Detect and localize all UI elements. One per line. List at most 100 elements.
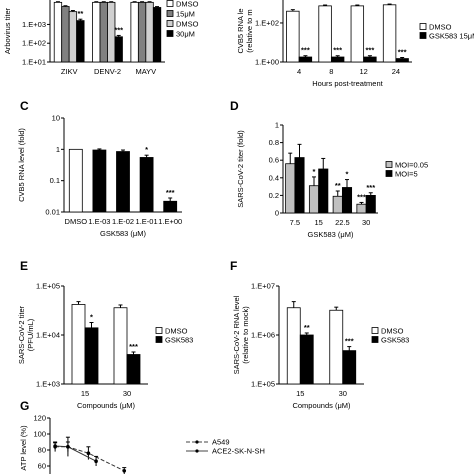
panel-d-bar [318, 168, 329, 214]
panel-d-legend-label: MOI=5 [395, 170, 418, 179]
panel-d-legend-label: MOI=0.05 [395, 161, 428, 170]
panel-a-bar [114, 36, 123, 63]
panel-e-x-tick-label: 15 [81, 389, 89, 398]
panel-a-bar [130, 1, 139, 63]
panel-f-y-label: SARS-CoV-2 RNA level [232, 295, 241, 374]
panel-b-bar [330, 56, 345, 63]
panel-a-y-tick-label: 1.E+01 [22, 58, 46, 67]
panel-c-y-tick-label: 1 [56, 145, 60, 154]
panel-d-y-tick-label: 0.6 [269, 156, 279, 165]
panel-f-legend-swatch [371, 327, 379, 334]
panel-b-legend-swatch [419, 23, 427, 30]
panel-a-significance-mark: ** [77, 9, 83, 18]
panel-a-x-tick-label: MAYV [135, 67, 156, 76]
panel-e-x-tick-label: 30 [123, 389, 131, 398]
panel-b-y-label-line2: (relative to m [245, 9, 254, 52]
panel-c-y-tick-label: 0.1 [50, 176, 60, 185]
panel-b-bar [286, 10, 300, 63]
panel-d-significance-mark: ** [335, 181, 341, 190]
panel-g-y-tick-label: 80 [38, 446, 46, 455]
panel-e-y-tick-label: 1.E+05 [36, 282, 60, 291]
panel-b-bar [298, 56, 313, 63]
panel-e-bar [71, 304, 86, 385]
panel-e-bar [113, 307, 128, 385]
panel-c-x-tick-label: 1.E-03 [88, 217, 110, 226]
panel-f-x-tick-label: 30 [339, 389, 347, 398]
panel-b-significance-mark: *** [333, 46, 342, 55]
panel-c-bar [163, 200, 178, 213]
panel-d-significance-mark: *** [357, 192, 366, 201]
panel-f-x-tick-label: 15 [296, 389, 304, 398]
panel-a-y-label: Arbovirus titer [3, 7, 12, 54]
panel-g-y-tick-label: 60 [38, 462, 46, 471]
panel-f-bar [329, 309, 344, 385]
panel-e-legend-swatch [155, 327, 163, 334]
panel-e-legend-label: GSK583 [165, 336, 193, 345]
panel-b-bar [395, 58, 409, 63]
panel-f-bar [286, 307, 301, 385]
panel-a-legend-label: 30μM [176, 30, 195, 39]
panel-a-bar [68, 11, 78, 63]
panel-e-significance-mark: * [90, 312, 93, 321]
panel-a-bar [99, 1, 108, 63]
panel-d-significance-mark: * [346, 170, 349, 179]
panel-g-legend-label: ACE2-SK-N-SH [212, 447, 265, 456]
panel-e-label: E [20, 259, 28, 273]
panel-d-y-tick-label: 0.8 [269, 138, 279, 147]
panel-c-bar [139, 157, 154, 213]
panel-a-bar [76, 20, 85, 63]
panel-a-x-tick-label: DENV-2 [94, 67, 121, 76]
panel-b-legend-swatch [419, 32, 427, 39]
panel-f-y-tick-label: 1.E+05 [251, 380, 275, 389]
panel-c-y-label: CVB5 RNA level (fold) [17, 128, 26, 202]
panel-a-bar [145, 1, 154, 63]
panel-c-x-tick-label: 1.E-02 [112, 217, 134, 226]
panel-e-bar [126, 354, 141, 385]
panel-d-y-tick-label: 0.2 [269, 191, 279, 200]
panel-c-bar [116, 151, 130, 213]
panel-b-x-label: Hours post-treatment [312, 79, 383, 88]
panel-e-legend-label: DMSO [165, 327, 188, 336]
panel-b-y-label: CVB5 RNA le [236, 8, 245, 53]
panel-g-legend-marker [195, 449, 199, 453]
panel-c-y-tick-label: 10 [52, 114, 60, 123]
panel-b-legend-label: DMSO [429, 23, 452, 32]
panel-d-bar [308, 185, 320, 214]
panel-f-bar [342, 350, 357, 385]
panel-d-bar [365, 194, 376, 214]
panel-a-legend-swatch [166, 10, 174, 17]
panel-a-legend-label: 15μM [176, 10, 195, 19]
panel-f-significance-mark: ** [304, 323, 310, 332]
panel-d-y-tick-label: 0.4 [269, 173, 279, 182]
panel-e-significance-mark: *** [129, 342, 138, 351]
panel-a-legend-swatch [166, 0, 174, 7]
panel-e-y-tick-label: 1.E+03 [36, 380, 60, 389]
panel-f-label: F [230, 259, 237, 273]
panel-c-y-tick-label: 0.01 [45, 208, 60, 217]
panel-g-y-label: ATP level (%) [19, 425, 28, 471]
panel-c-x-tick-label: 1.E-01 [136, 217, 158, 226]
panel-d-x-tick-label: 22.5 [335, 218, 350, 227]
panel-a-x-tick-label: ZIKV [61, 67, 78, 76]
panel-e-legend-swatch [155, 336, 163, 343]
panel-d-y-label: SARS-CoV-2 titer (fold) [236, 130, 245, 208]
panel-a-bar [53, 1, 63, 63]
panel-d-x-tick-label: 30 [362, 218, 370, 227]
panel-b-significance-mark: *** [366, 46, 375, 55]
panel-d-significance-mark: *** [366, 183, 375, 192]
panel-e-bar [84, 327, 99, 385]
panel-f-y-tick-label: 1.E+06 [251, 331, 275, 340]
panel-e-y-tick-label: 1.E+04 [36, 331, 60, 340]
panel-b-x-tick-label: 12 [359, 67, 367, 76]
panel-f-y-tick-label: 1.E+07 [251, 282, 275, 291]
panel-f-bar [299, 334, 314, 385]
panel-c-x-label: GSK583 (μM) [100, 229, 147, 238]
panel-a-legend-label: DMSO [176, 0, 199, 9]
panel-c-significance-mark: *** [166, 188, 175, 197]
panel-f-y-label-line2: (relative to mock) [241, 306, 250, 364]
panel-b-x-tick-label: 24 [392, 67, 400, 76]
panel-d-significance-mark: * [313, 167, 316, 176]
panel-d-x-tick-label: 7.5 [290, 218, 300, 227]
panel-b-significance-mark: *** [398, 48, 407, 57]
panel-d-bar [341, 187, 353, 214]
